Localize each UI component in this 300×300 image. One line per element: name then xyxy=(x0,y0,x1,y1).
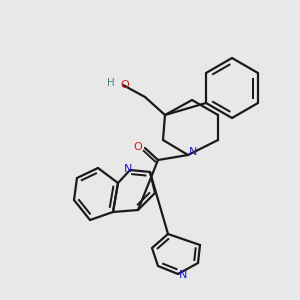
Text: N: N xyxy=(189,147,197,157)
Text: O: O xyxy=(134,142,142,152)
Text: N: N xyxy=(179,270,187,280)
Text: N: N xyxy=(124,164,132,174)
Text: O: O xyxy=(121,80,129,90)
Text: H: H xyxy=(107,78,115,88)
